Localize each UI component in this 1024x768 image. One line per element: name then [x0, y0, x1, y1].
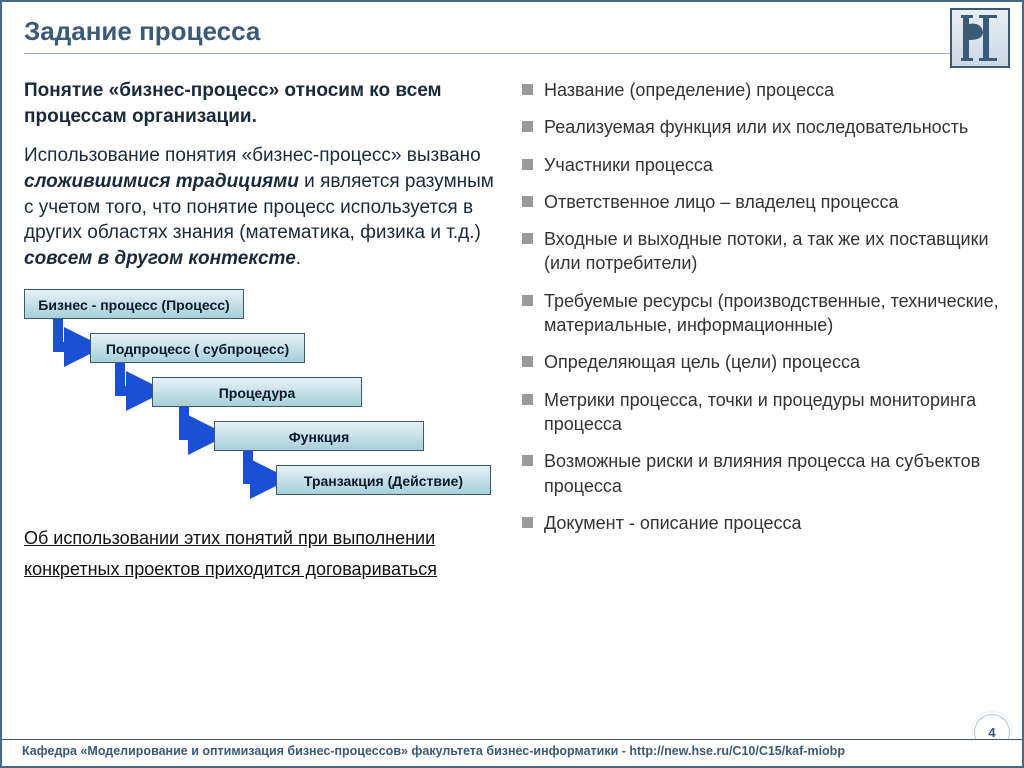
- footer-text: Кафедра «Моделирование и оптимизация биз…: [22, 744, 845, 758]
- left-column: Понятие «бизнес-процесс» относим ко всем…: [24, 78, 504, 585]
- hse-logo: [950, 8, 1010, 68]
- hierarchy-box: Подпроцесс ( субпроцесс): [90, 333, 305, 363]
- slide-footer: Кафедра «Моделирование и оптимизация биз…: [2, 739, 1022, 760]
- list-item: Определяющая цель (цели) процесса: [522, 350, 1004, 374]
- slide-header: Задание процесса: [2, 2, 1022, 62]
- para-text-pre: Использование понятия «бизнес-процесс» в…: [24, 145, 481, 166]
- list-item: Реализуемая функция или их последователь…: [522, 115, 1004, 139]
- slide-content: Понятие «бизнес-процесс» относим ко всем…: [2, 62, 1022, 585]
- process-hierarchy-diagram: Бизнес - процесс (Процесс) Подпроцесс ( с…: [24, 289, 494, 509]
- list-item: Участники процесса: [522, 153, 1004, 177]
- page-number: 4: [988, 725, 995, 740]
- list-item: Возможные риски и влияния процесса на су…: [522, 449, 1004, 498]
- hierarchy-arrow: [248, 451, 270, 479]
- para-ital-1: сложившимися традициями: [24, 171, 299, 192]
- para-ital-2: совсем в другом контексте: [24, 248, 296, 269]
- hierarchy-arrow: [58, 319, 84, 347]
- hierarchy-box: Процедура: [152, 377, 362, 407]
- list-item: Название (определение) процесса: [522, 78, 1004, 102]
- hierarchy-box: Функция: [214, 421, 424, 451]
- left-heading: Понятие «бизнес-процесс» относим ко всем…: [24, 78, 504, 129]
- left-underlined-note: Об использовании этих понятий при выполн…: [24, 523, 504, 584]
- hierarchy-arrow: [120, 363, 146, 391]
- list-item: Ответственное лицо – владелец процесса: [522, 190, 1004, 214]
- process-attributes-list: Название (определение) процесса Реализуем…: [522, 78, 1004, 535]
- list-item: Метрики процесса, точки и процедуры мони…: [522, 388, 1004, 437]
- header-divider: [24, 53, 1000, 54]
- list-item: Требуемые ресурсы (производственные, тех…: [522, 289, 1004, 338]
- right-column: Название (определение) процесса Реализуем…: [522, 78, 1004, 585]
- slide-frame: Задание процесса Понятие «бизнес-процесс…: [0, 0, 1024, 768]
- para-text-post: .: [296, 248, 301, 269]
- list-item: Входные и выходные потоки, а так же их п…: [522, 227, 1004, 276]
- slide-title: Задание процесса: [24, 16, 1000, 47]
- list-item: Документ - описание процесса: [522, 511, 1004, 535]
- hierarchy-box: Бизнес - процесс (Процесс): [24, 289, 244, 319]
- left-paragraph: Использование понятия «бизнес-процесс» в…: [24, 143, 504, 271]
- hierarchy-box: Транзакция (Действие): [276, 465, 491, 495]
- hierarchy-arrow: [184, 407, 208, 435]
